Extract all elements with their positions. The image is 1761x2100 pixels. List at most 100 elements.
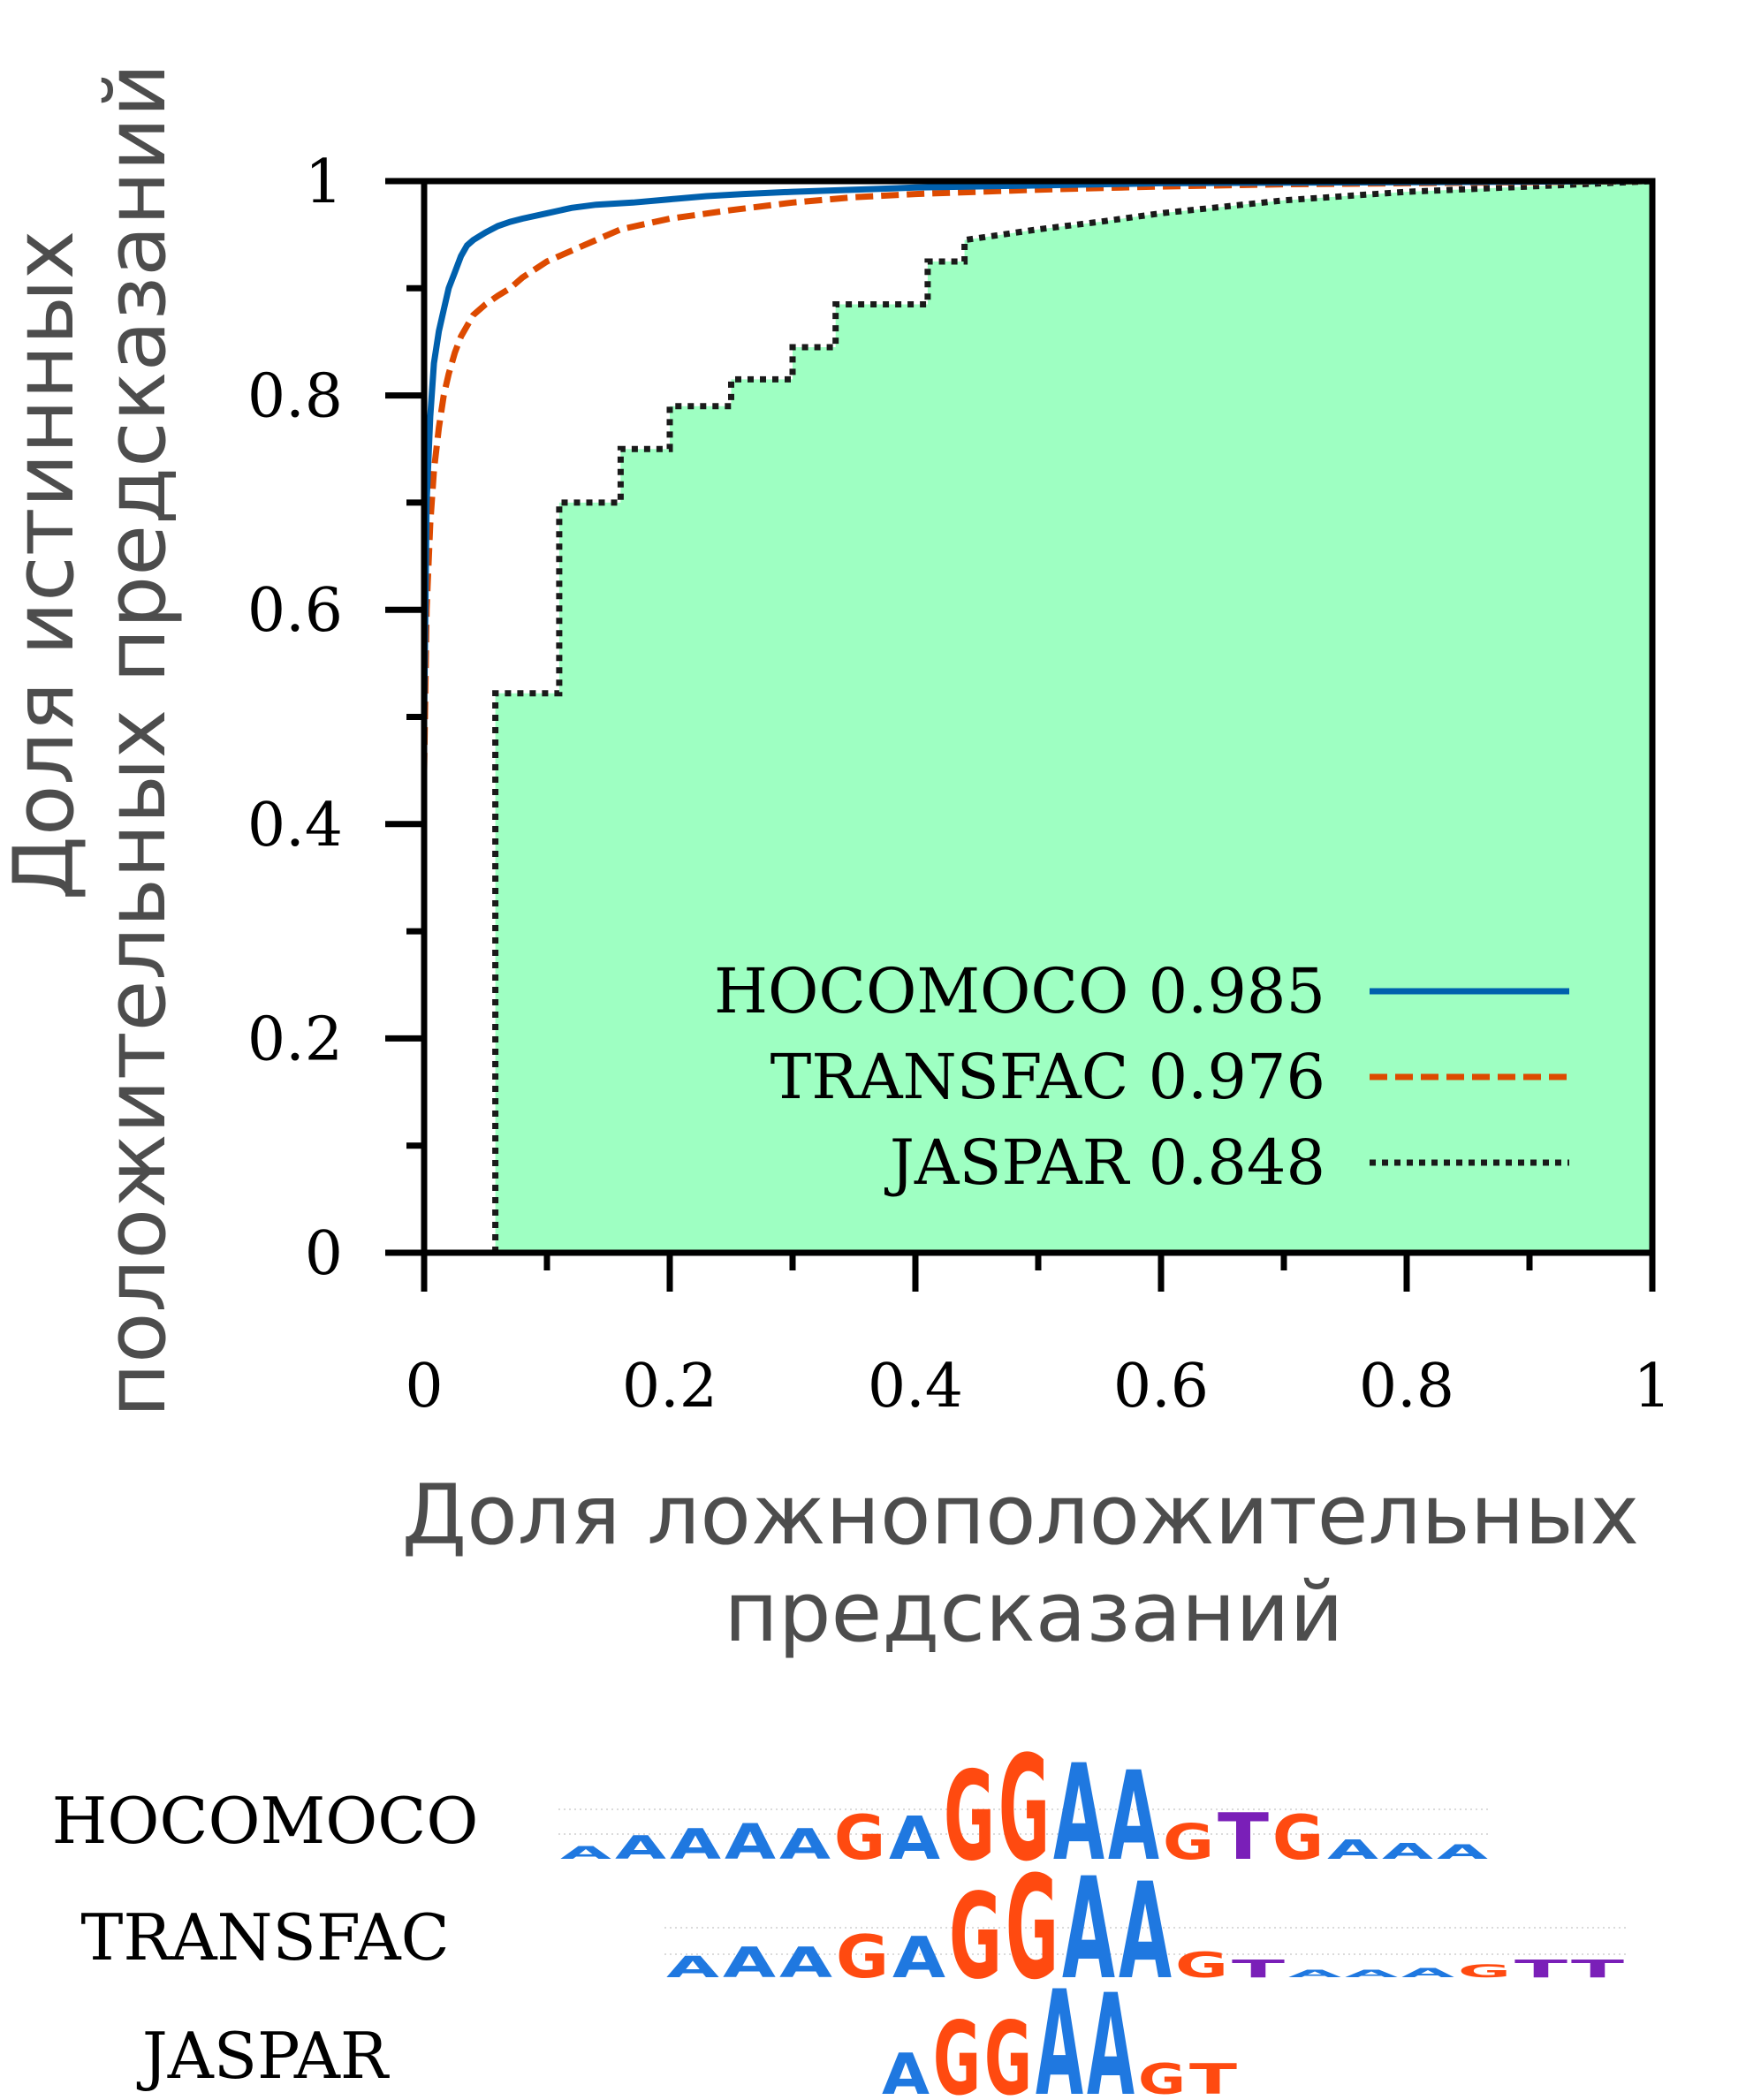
- logo-letter-a: A: [666, 1950, 719, 1984]
- logo-column: G: [1163, 1814, 1214, 1871]
- logo-letter-g: G: [836, 1923, 889, 1992]
- logo-column: T: [1232, 1955, 1285, 1983]
- logo-letter-g: G: [984, 2002, 1032, 2100]
- logo-column: A: [1087, 1965, 1135, 2100]
- logo-column: T: [1189, 2056, 1237, 2100]
- logo-column: G: [949, 1869, 1002, 2005]
- logo-letter-g: G: [1163, 1814, 1214, 1871]
- logo-column: A: [670, 1821, 721, 1869]
- logo-letter-g: G: [998, 1725, 1050, 1894]
- logo-column: G: [933, 2002, 981, 2100]
- logo-letter-g: G: [944, 1745, 995, 1888]
- logo-letter-a: A: [1401, 1966, 1454, 1980]
- jaspar-fill-area: [495, 181, 1652, 1253]
- series-layer: [421, 178, 1653, 1253]
- logo-column: A: [882, 2042, 930, 2100]
- logo-column: A: [892, 1925, 945, 1991]
- logo-column: A: [1062, 1848, 1115, 2011]
- logo-letter-a: A: [889, 1805, 940, 1874]
- logo-column: G: [1006, 1846, 1059, 2011]
- logo-column: A: [666, 1950, 719, 1984]
- logo-letter-a: A: [1119, 1855, 1172, 2009]
- logo-column: A: [560, 1843, 611, 1863]
- logo-letter-g: G: [834, 1802, 885, 1874]
- logo-letter-g: G: [933, 2002, 981, 2100]
- logo-letter-a: A: [723, 1939, 776, 1988]
- y-axis-title-line-2: положительных предсказаний: [88, 64, 185, 1418]
- logo-column: T: [1571, 1955, 1624, 1983]
- x-tick-label: 0.2: [622, 1352, 717, 1421]
- logo-letter-g: G: [1458, 1961, 1511, 1982]
- logo-letter-a: A: [1288, 1968, 1341, 1980]
- y-tick-label: 0.6: [247, 576, 343, 646]
- logo-letter-a: A: [1062, 1848, 1115, 2011]
- logo-column: A: [1036, 1960, 1083, 2100]
- x-tick-label: 0: [405, 1352, 443, 1421]
- logo-letter-t: T: [1514, 1955, 1567, 1983]
- logo-column: A: [1401, 1966, 1454, 1980]
- logo-column: A: [1327, 1834, 1378, 1866]
- logo-column: A: [723, 1939, 776, 1988]
- logo-column: T: [1514, 1955, 1567, 1983]
- logo-letter-g: G: [1006, 1846, 1059, 2011]
- logo-column: A: [1108, 1745, 1159, 1888]
- y-tick-label: 1: [305, 148, 343, 217]
- logo-letter-a: A: [1382, 1838, 1434, 1864]
- logo-letter-a: A: [779, 1821, 831, 1869]
- logo-column: A: [1053, 1737, 1104, 1891]
- x-tick-label: 0.6: [1113, 1352, 1209, 1421]
- logo-letter-a: A: [725, 1814, 776, 1871]
- legend-label-hocomoco: HOCOMOCO 0.985: [714, 955, 1325, 1027]
- logo-column: G: [1175, 1945, 1228, 1985]
- logo-column: A: [1437, 1841, 1488, 1864]
- jaspar-area-fill: [495, 181, 1652, 1253]
- logo-column: G: [1458, 1961, 1511, 1982]
- legend: HOCOMOCO 0.985 TRANSFAC 0.976 JASPAR 0.848: [714, 955, 1569, 1199]
- logo-letter-a: A: [1108, 1745, 1159, 1888]
- logo-column: G: [998, 1725, 1050, 1894]
- logo-column: A: [1288, 1968, 1341, 1980]
- logo-column: A: [1382, 1838, 1434, 1864]
- logo-column: A: [615, 1829, 666, 1866]
- x-tick-label: 0.4: [868, 1352, 963, 1421]
- logo-column: A: [725, 1814, 776, 1871]
- logo-column: G: [834, 1802, 885, 1874]
- logo-letter-a: A: [1087, 1965, 1135, 2100]
- logo-letter-a: A: [779, 1939, 832, 1988]
- logo-letter-a: A: [1437, 1841, 1488, 1864]
- logo-letter-a: A: [1345, 1968, 1398, 1980]
- series-line-transfac: [421, 178, 1653, 771]
- logo-column: G: [836, 1923, 889, 1992]
- legend-label-transfac: TRANSFAC 0.976: [770, 1041, 1325, 1113]
- logo-letter-g: G: [1138, 2056, 1186, 2100]
- logo-column: A: [1119, 1855, 1172, 2009]
- x-tick-label: 0.8: [1359, 1352, 1454, 1421]
- logo-column: A: [779, 1821, 831, 1869]
- logo-column: G: [984, 2002, 1032, 2100]
- axis-ticks: 0 0.2 0.4 0.6 0.8 1 0 0.2 0.4 0.6 0.8 1: [247, 148, 1672, 1421]
- logo-column: A: [889, 1805, 940, 1874]
- y-axis-title-line-1: Доля истинных: [0, 231, 93, 901]
- logo-letter-g: G: [1175, 1945, 1228, 1985]
- logo-column: G: [1138, 2056, 1186, 2100]
- x-axis-title: Доля ложноположительных предсказаний: [402, 1467, 1639, 1661]
- series-line-hocomoco: [421, 178, 1653, 717]
- logo-label-hocomoco: HOCOMOCO: [52, 1784, 479, 1858]
- logo-column: A: [1345, 1968, 1398, 1980]
- logo-column: T: [1218, 1800, 1270, 1874]
- logo-letter-t: T: [1571, 1955, 1624, 1983]
- logo-letter-t: T: [1232, 1955, 1285, 1983]
- logo-label-transfac: TRANSFAC: [80, 1900, 449, 1975]
- x-tick-label: 1: [1633, 1352, 1671, 1421]
- legend-label-jaspar: JASPAR 0.848: [884, 1126, 1325, 1199]
- y-tick-label: 0: [305, 1219, 343, 1289]
- y-tick-label: 0.2: [247, 1005, 343, 1074]
- logo-letter-t: T: [1189, 2056, 1237, 2100]
- logo-letter-g: G: [949, 1869, 1002, 2005]
- logo-letter-a: A: [560, 1843, 611, 1863]
- logo-column: A: [779, 1939, 832, 1988]
- logo-letter-a: A: [670, 1821, 721, 1869]
- logo-column: G: [944, 1745, 995, 1888]
